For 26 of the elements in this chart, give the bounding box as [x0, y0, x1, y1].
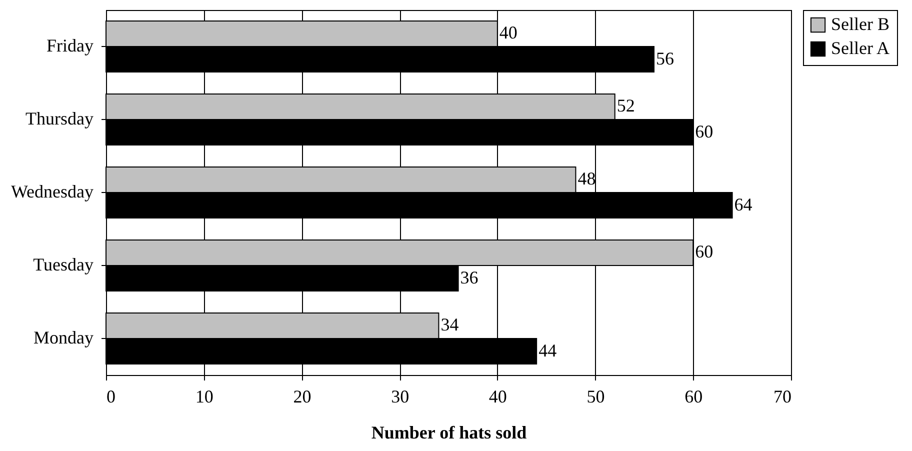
- x-tick-label: 60: [684, 386, 703, 406]
- data-label: 60: [695, 242, 714, 262]
- x-axis-title: Number of hats sold: [371, 422, 527, 442]
- x-tick-label: 30: [391, 386, 410, 406]
- data-label: 60: [695, 121, 714, 142]
- y-tick-label: Tuesday: [33, 254, 94, 274]
- legend-label: Seller A: [831, 38, 890, 58]
- y-tick-label: Wednesday: [10, 182, 94, 202]
- x-tick-label: 10: [195, 386, 214, 406]
- data-label: 40: [499, 22, 518, 43]
- data-label: 52: [616, 96, 635, 116]
- data-label: 56: [656, 48, 674, 68]
- y-tick-label: Friday: [46, 36, 94, 56]
- y-tick-label: Monday: [34, 328, 94, 348]
- x-tick-label: 20: [293, 386, 312, 406]
- data-label: 34: [440, 314, 459, 335]
- x-tick-label: 40: [488, 386, 507, 406]
- x-tick-label: 50: [586, 386, 605, 406]
- data-label: 64: [734, 194, 752, 214]
- x-tick-label: 70: [774, 386, 792, 406]
- data-label: 44: [538, 340, 557, 360]
- y-tick-label: Thursday: [26, 108, 94, 128]
- data-label: 48: [578, 168, 596, 189]
- legend-label: Seller B: [831, 14, 890, 34]
- data-label: 36: [460, 267, 478, 288]
- x-tick-label: 0: [106, 386, 116, 406]
